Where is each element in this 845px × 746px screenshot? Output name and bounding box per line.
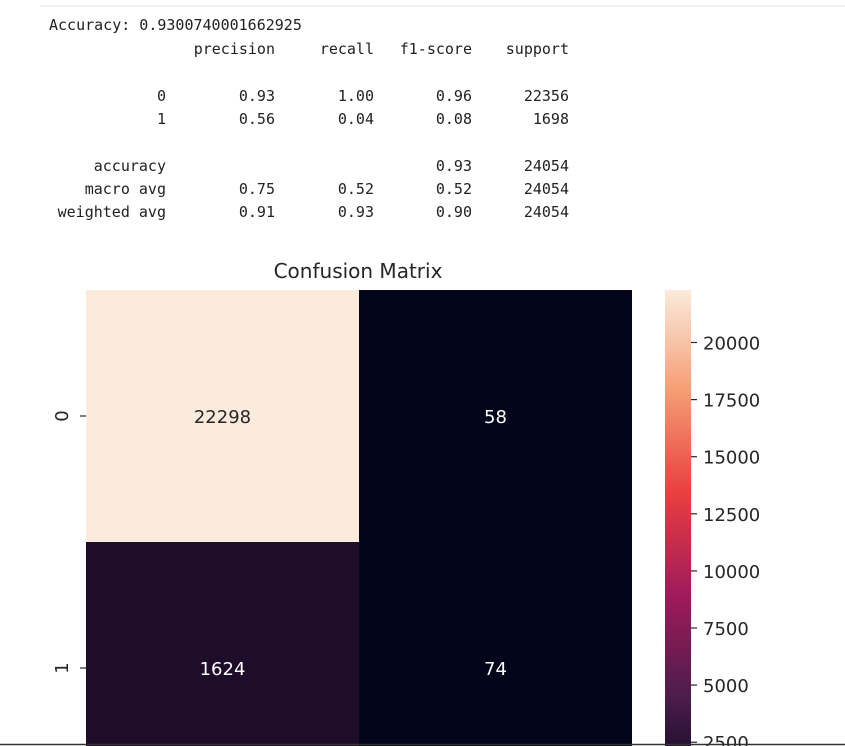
report-cell: 0.90: [436, 203, 472, 221]
report-cell: 0.52: [436, 180, 472, 198]
accuracy-line: Accuracy: 0.9300740001662925: [49, 16, 302, 34]
report-row-label: 0: [157, 87, 166, 105]
cell-label: 22298: [194, 407, 251, 428]
report-header: support: [506, 40, 569, 58]
colorbar-tick-label: 10000: [703, 562, 760, 583]
report-row-label: accuracy: [94, 157, 166, 175]
report-cell: 0.93: [338, 203, 374, 221]
cell-label: 1624: [200, 659, 246, 680]
cell-label: 58: [484, 407, 507, 428]
report-cell: 0.96: [436, 87, 472, 105]
report-row-label: macro avg: [85, 180, 166, 198]
report-header: recall: [320, 40, 374, 58]
report-cell: 0.91: [239, 203, 275, 221]
report-cell: 0.93: [239, 87, 275, 105]
colorbar-tick-label: 2500: [703, 733, 749, 746]
report-cell: 22356: [524, 87, 569, 105]
report-header: f1-score: [400, 40, 472, 58]
y-tick-label: 0: [52, 410, 73, 421]
report-cell: 0.52: [338, 180, 374, 198]
colorbar-tick-label: 17500: [703, 391, 760, 412]
heatmap-cell: [86, 290, 359, 542]
report-cell: 24054: [524, 180, 569, 198]
report-cell: 1.00: [338, 87, 374, 105]
colorbar-tick-label: 20000: [703, 333, 760, 354]
cell-label: 74: [484, 659, 507, 680]
colorbar-tick-label: 15000: [703, 448, 760, 469]
colorbar: [665, 290, 691, 746]
report-cell: 0.93: [436, 157, 472, 175]
report-cell: 0.08: [436, 110, 472, 128]
heatmap-cell: [86, 542, 359, 746]
report-header: precision: [194, 40, 275, 58]
heatmap-cell: [359, 542, 632, 746]
colorbar-tick-label: 5000: [703, 676, 749, 697]
report-cell: 0.75: [239, 180, 275, 198]
report-cell: 1698: [533, 110, 569, 128]
colorbar-tick-label: 12500: [703, 505, 760, 526]
report-cell: 0.56: [239, 110, 275, 128]
y-tick-label: 1: [52, 662, 73, 673]
heatmap-cell: [359, 290, 632, 542]
colorbar-tick-label: 7500: [703, 619, 749, 640]
report-row-label: weighted avg: [58, 203, 166, 221]
report-cell: 0.04: [338, 110, 374, 128]
report-row-label: 1: [157, 110, 166, 128]
report-cell: 24054: [524, 203, 569, 221]
report-cell: 24054: [524, 157, 569, 175]
chart-title: Confusion Matrix: [274, 259, 443, 283]
